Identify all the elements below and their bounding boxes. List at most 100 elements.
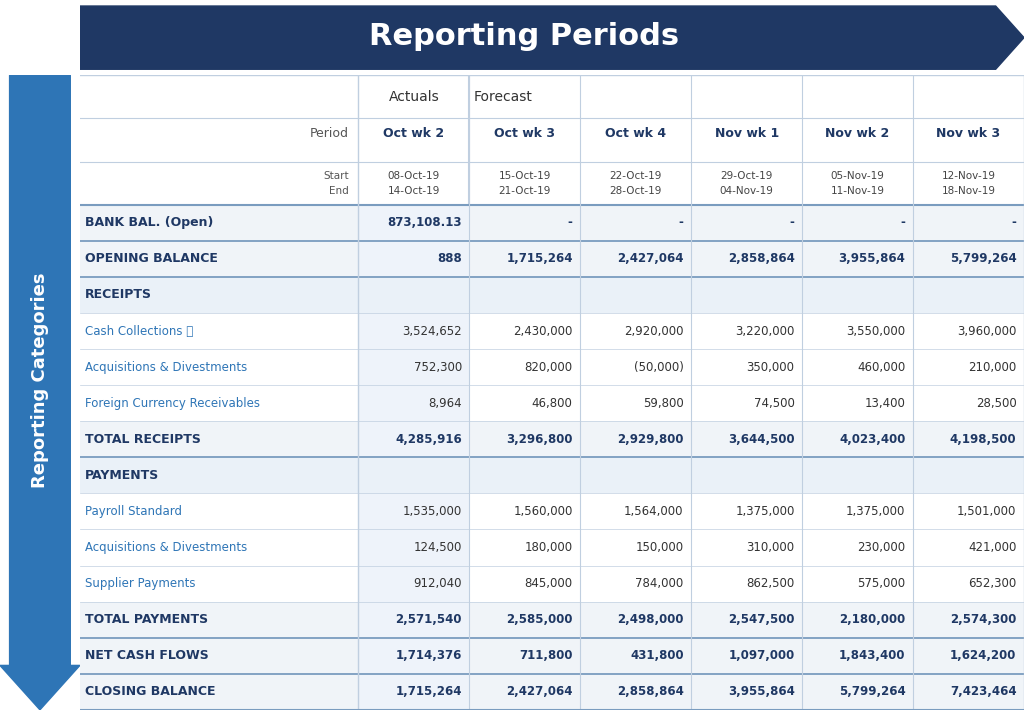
Text: 1,535,000: 1,535,000 — [402, 505, 462, 518]
Text: NET CASH FLOWS: NET CASH FLOWS — [85, 649, 208, 663]
Text: 2,430,000: 2,430,000 — [513, 325, 572, 338]
Text: 888: 888 — [437, 252, 462, 265]
Text: 2,574,300: 2,574,300 — [950, 613, 1017, 626]
Text: 1,375,000: 1,375,000 — [846, 505, 905, 518]
Text: 59,800: 59,800 — [643, 397, 684, 409]
Text: 05-Nov-19: 05-Nov-19 — [830, 171, 885, 181]
Bar — [80, 566, 1024, 602]
Bar — [358, 205, 469, 241]
Polygon shape — [80, 6, 1024, 70]
Text: 1,715,264: 1,715,264 — [395, 685, 462, 698]
Text: Reporting Periods: Reporting Periods — [369, 22, 679, 51]
Polygon shape — [0, 75, 80, 710]
Bar — [358, 421, 469, 457]
Text: -: - — [679, 217, 684, 229]
Text: 1,560,000: 1,560,000 — [513, 505, 572, 518]
Text: 1,564,000: 1,564,000 — [625, 505, 684, 518]
Text: CLOSING BALANCE: CLOSING BALANCE — [85, 685, 215, 698]
Text: 1,624,200: 1,624,200 — [950, 649, 1017, 663]
Text: 2,498,000: 2,498,000 — [617, 613, 684, 626]
Text: 652,300: 652,300 — [969, 577, 1017, 590]
Text: 5,799,264: 5,799,264 — [949, 252, 1017, 265]
Text: 711,800: 711,800 — [519, 649, 572, 663]
Text: 873,108.13: 873,108.13 — [387, 217, 462, 229]
Text: 124,500: 124,500 — [414, 541, 462, 554]
Text: Forecast: Forecast — [474, 90, 532, 104]
Text: Foreign Currency Receivables: Foreign Currency Receivables — [85, 397, 260, 409]
Text: 1,843,400: 1,843,400 — [839, 649, 905, 663]
Text: Cash Collections Ⓕ: Cash Collections Ⓕ — [85, 325, 193, 338]
Text: 421,000: 421,000 — [968, 541, 1017, 554]
Bar — [80, 637, 1024, 674]
Text: TOTAL PAYMENTS: TOTAL PAYMENTS — [85, 613, 208, 626]
Text: 845,000: 845,000 — [524, 577, 572, 590]
Text: 74,500: 74,500 — [754, 397, 795, 409]
Text: 3,296,800: 3,296,800 — [506, 433, 572, 446]
Text: 2,585,000: 2,585,000 — [506, 613, 572, 626]
Text: 4,198,500: 4,198,500 — [950, 433, 1017, 446]
Text: 912,040: 912,040 — [414, 577, 462, 590]
Text: 784,000: 784,000 — [635, 577, 684, 590]
Bar — [80, 313, 1024, 349]
Text: Period: Period — [310, 127, 349, 140]
Text: Supplier Payments: Supplier Payments — [85, 577, 196, 590]
Text: Oct wk 4: Oct wk 4 — [605, 127, 667, 140]
Text: 11-Nov-19: 11-Nov-19 — [830, 186, 885, 196]
Bar — [358, 566, 469, 602]
Bar — [80, 421, 1024, 457]
Text: 820,000: 820,000 — [524, 361, 572, 374]
Bar — [80, 349, 1024, 385]
Bar — [80, 602, 1024, 637]
Bar — [358, 385, 469, 421]
Text: 08-Oct-19: 08-Oct-19 — [388, 171, 440, 181]
Text: TOTAL RECEIPTS: TOTAL RECEIPTS — [85, 433, 201, 446]
Bar — [358, 529, 469, 566]
Text: 2,180,000: 2,180,000 — [840, 613, 905, 626]
Bar — [80, 277, 1024, 313]
Text: 12-Nov-19: 12-Nov-19 — [941, 171, 995, 181]
Text: 2,427,064: 2,427,064 — [506, 685, 572, 698]
Text: 14-Oct-19: 14-Oct-19 — [388, 186, 440, 196]
Text: -: - — [568, 217, 572, 229]
Bar — [358, 674, 469, 710]
Text: 2,929,800: 2,929,800 — [617, 433, 684, 446]
Text: Oct wk 2: Oct wk 2 — [383, 127, 444, 140]
Bar — [80, 241, 1024, 277]
Text: Reporting Categories: Reporting Categories — [31, 272, 49, 488]
Bar — [358, 637, 469, 674]
Text: Actuals: Actuals — [388, 90, 439, 104]
Text: 8,964: 8,964 — [428, 397, 462, 409]
Text: 431,800: 431,800 — [630, 649, 684, 663]
Text: 4,285,916: 4,285,916 — [395, 433, 462, 446]
Text: -: - — [1012, 217, 1017, 229]
Bar — [358, 313, 469, 349]
Text: 230,000: 230,000 — [857, 541, 905, 554]
Text: (50,000): (50,000) — [634, 361, 684, 374]
Text: BANK BAL. (Open): BANK BAL. (Open) — [85, 217, 213, 229]
Text: 21-Oct-19: 21-Oct-19 — [499, 186, 551, 196]
Bar — [80, 493, 1024, 529]
Text: 3,960,000: 3,960,000 — [957, 325, 1017, 338]
Bar — [358, 241, 469, 277]
Text: 22-Oct-19: 22-Oct-19 — [609, 171, 662, 181]
Text: 575,000: 575,000 — [857, 577, 905, 590]
Text: Acquisitions & Divestments: Acquisitions & Divestments — [85, 541, 247, 554]
Text: Oct wk 3: Oct wk 3 — [495, 127, 555, 140]
Text: End: End — [329, 186, 349, 196]
Text: 2,547,500: 2,547,500 — [728, 613, 795, 626]
Text: 29-Oct-19: 29-Oct-19 — [721, 171, 773, 181]
Bar — [80, 205, 1024, 241]
Text: Acquisitions & Divestments: Acquisitions & Divestments — [85, 361, 247, 374]
Bar — [80, 674, 1024, 710]
Bar — [358, 493, 469, 529]
Text: 2,427,064: 2,427,064 — [617, 252, 684, 265]
Text: 2,858,864: 2,858,864 — [616, 685, 684, 698]
Bar — [80, 529, 1024, 566]
Text: -: - — [790, 217, 795, 229]
Text: PAYMENTS: PAYMENTS — [85, 469, 159, 482]
Text: 3,524,652: 3,524,652 — [402, 325, 462, 338]
Text: 2,920,000: 2,920,000 — [625, 325, 684, 338]
Text: Nov wk 2: Nov wk 2 — [825, 127, 890, 140]
Text: 7,423,464: 7,423,464 — [950, 685, 1017, 698]
Text: 3,955,864: 3,955,864 — [839, 252, 905, 265]
